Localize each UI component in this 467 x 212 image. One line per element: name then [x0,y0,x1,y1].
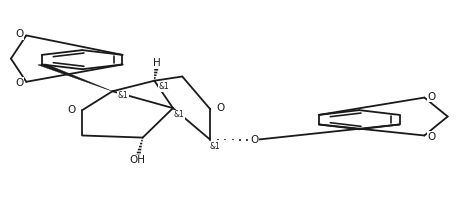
Text: O: O [428,131,436,142]
Text: &1: &1 [210,142,220,151]
Text: &1: &1 [117,91,128,100]
Polygon shape [38,64,113,91]
Text: O: O [15,29,23,39]
Text: O: O [216,103,225,113]
Text: H: H [153,58,161,68]
Text: O: O [250,135,259,145]
Text: OH: OH [129,155,145,165]
Text: O: O [15,78,23,88]
Text: &1: &1 [173,110,184,119]
Text: O: O [428,92,436,102]
Text: &1: &1 [158,82,169,91]
Text: O: O [68,105,76,115]
